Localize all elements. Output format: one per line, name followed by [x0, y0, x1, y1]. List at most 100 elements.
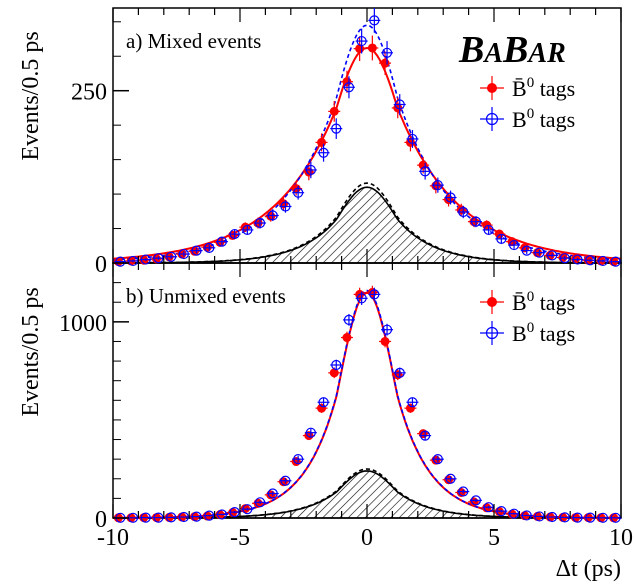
open-marker: [216, 236, 228, 247]
panel-a-series-1-point: [190, 245, 203, 256]
legend-open-marker: [485, 326, 499, 340]
panel-b-series-1-point: [228, 507, 241, 518]
open-marker: [318, 147, 329, 158]
panel-b-series-0-point: [379, 335, 392, 348]
panel-a-series-1-point: [609, 256, 622, 267]
panel-b-series-1-point: [292, 454, 305, 465]
open-marker: [242, 224, 253, 236]
open-marker: [432, 454, 443, 465]
xtick-label: -5: [230, 525, 250, 551]
panel-b-series-1-point: [393, 367, 406, 379]
open-marker: [483, 224, 494, 236]
panel-b-series-1-point: [419, 430, 432, 441]
panel-b-series-1-point: [533, 511, 546, 522]
filled-marker: [317, 137, 327, 147]
open-marker: [127, 255, 139, 267]
panel-b-series-1-point: [381, 323, 394, 336]
panel-a-series-1-point: [444, 190, 457, 205]
open-marker: [394, 367, 405, 378]
xtick-label: -10: [97, 525, 129, 551]
panel-b-series-1-point: [406, 397, 419, 408]
panel-b-ytick-label: 1000: [59, 311, 107, 337]
open-marker: [521, 510, 532, 521]
panel-b-series-1-point: [342, 314, 355, 326]
open-marker: [331, 123, 342, 134]
open-marker: [229, 228, 240, 240]
panel-a-series-1-point: [342, 76, 355, 99]
open-marker: [254, 217, 266, 229]
open-marker: [585, 512, 596, 523]
panel-b-legend: B̄0 tags B0 tags: [480, 289, 575, 346]
open-marker: [369, 289, 380, 300]
open-marker: [178, 511, 189, 523]
panel-a-legend-label-0: B̄0 tags: [512, 75, 575, 101]
panel-a-series-1-point: [254, 217, 267, 229]
panel-a-series-1-point: [330, 118, 343, 139]
panel-a-series-1-point: [177, 248, 190, 260]
panel-a-series-0-point: [366, 35, 379, 61]
panel-a-series-1-point: [558, 253, 571, 264]
panel-b-series-1-point: [482, 502, 495, 513]
panel-a-series-1-point: [241, 224, 254, 236]
panel-b-series-1-point: [177, 511, 190, 523]
panel-a-ylabel: Events/0.5 ps: [18, 31, 44, 160]
panel-a-series-1-point: [393, 94, 406, 115]
panel-a-series-0-point: [455, 203, 468, 217]
panel-b-series-1-point: [304, 427, 317, 438]
panel-a-ytick-label: 0: [95, 252, 107, 278]
open-marker: [508, 508, 520, 519]
open-marker: [572, 254, 583, 265]
open-marker: [559, 253, 570, 264]
open-marker: [331, 359, 342, 371]
open-marker: [178, 248, 189, 260]
panel-a-series-1-point: [279, 200, 292, 213]
open-marker: [267, 488, 278, 499]
open-marker: [204, 510, 215, 521]
panel-a-series-1-point: [215, 236, 228, 247]
open-marker: [597, 512, 609, 523]
panel-b-series-1-point: [571, 512, 584, 523]
open-marker: [496, 506, 507, 517]
open-marker: [610, 256, 621, 267]
panel-a-series-1-point: [317, 143, 330, 162]
open-marker: [267, 210, 278, 221]
open-marker: [153, 512, 164, 523]
filled-marker: [380, 336, 390, 346]
open-marker: [547, 250, 558, 261]
open-marker: [483, 502, 494, 513]
filled-marker: [329, 368, 339, 378]
panel-b-series-0-point: [340, 331, 353, 344]
open-marker: [305, 164, 316, 176]
panel-b-series-0-point: [328, 367, 341, 379]
open-marker: [534, 247, 545, 258]
panel-b-series-1-point: [495, 506, 508, 517]
open-marker: [394, 99, 405, 110]
panel-a-series-1-point: [431, 177, 444, 193]
filled-marker: [367, 43, 377, 53]
panel-b-series-1-point: [190, 511, 203, 522]
xtick-label: 10: [609, 525, 633, 551]
open-marker: [293, 187, 304, 198]
panel-b-series-0-point: [366, 285, 379, 300]
open-marker: [572, 512, 583, 523]
panel-a-series-1-point: [584, 255, 597, 266]
open-marker: [318, 397, 329, 408]
open-marker: [204, 242, 215, 253]
open-marker: [610, 512, 621, 523]
open-marker: [115, 256, 126, 267]
panel-a-series-0-point: [442, 192, 455, 207]
panel-a-series-1-point: [203, 242, 216, 253]
open-marker: [343, 82, 355, 93]
panel-a-series-1-point: [457, 205, 470, 219]
open-marker: [559, 512, 570, 523]
open-marker: [191, 245, 202, 256]
panel-a-series-1-point: [304, 161, 317, 179]
panel-a-series-1-point: [596, 255, 609, 267]
panel-a-series-1-point: [546, 250, 559, 261]
open-marker: [420, 166, 431, 177]
open-marker: [140, 254, 151, 265]
panel-a-series-1-point: [482, 224, 495, 236]
panel-b-series-0-point: [404, 403, 417, 413]
panel-a-series-1-point: [165, 251, 178, 262]
